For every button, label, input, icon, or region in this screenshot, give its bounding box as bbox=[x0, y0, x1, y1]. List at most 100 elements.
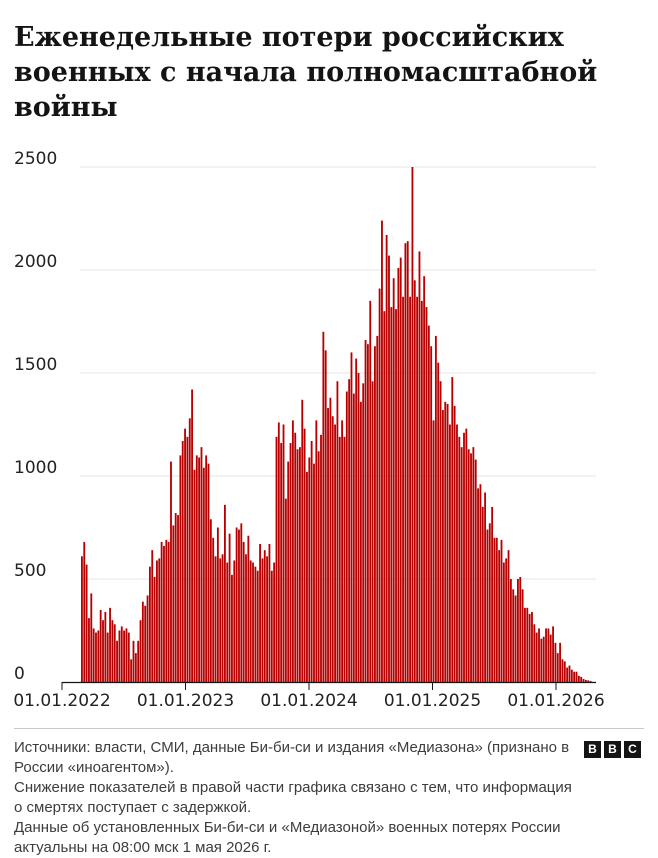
footer-notes: Источники: власти, СМИ, данные Би-би-си … bbox=[14, 738, 574, 858]
bar bbox=[275, 436, 278, 682]
bar bbox=[289, 443, 292, 682]
bar bbox=[505, 558, 508, 682]
bar bbox=[308, 457, 311, 682]
x-tick-label: 01.01.2024 bbox=[260, 691, 357, 711]
y-tick-label: 2000 bbox=[14, 252, 57, 272]
bar bbox=[266, 556, 269, 682]
bar bbox=[90, 593, 93, 682]
bar bbox=[427, 325, 430, 682]
bar bbox=[104, 611, 107, 682]
bar bbox=[92, 628, 95, 682]
bar bbox=[123, 630, 126, 682]
bar bbox=[352, 393, 355, 682]
bar bbox=[493, 537, 496, 682]
bar bbox=[481, 506, 484, 682]
bar bbox=[531, 611, 533, 682]
bar bbox=[388, 255, 390, 682]
bar bbox=[580, 676, 583, 682]
bar bbox=[402, 296, 404, 682]
bar bbox=[507, 550, 510, 682]
bar bbox=[85, 564, 88, 682]
bar bbox=[284, 498, 287, 682]
y-tick-label: 2500 bbox=[14, 150, 57, 169]
bar bbox=[195, 455, 198, 682]
bar bbox=[97, 630, 100, 682]
bar bbox=[474, 459, 477, 682]
bar bbox=[259, 543, 261, 682]
bar bbox=[216, 527, 219, 682]
bar bbox=[299, 447, 301, 682]
bar bbox=[294, 432, 297, 682]
bar bbox=[306, 471, 308, 682]
bar bbox=[577, 675, 580, 682]
bar bbox=[181, 440, 184, 682]
bar bbox=[561, 659, 564, 682]
bar bbox=[345, 391, 348, 682]
bar bbox=[277, 422, 280, 682]
x-tick-label: 01.01.2026 bbox=[507, 691, 604, 711]
bar bbox=[254, 566, 257, 682]
bar bbox=[418, 251, 421, 682]
bar bbox=[200, 447, 203, 682]
bar bbox=[191, 389, 194, 682]
y-tick-label: 1000 bbox=[14, 458, 57, 478]
bar bbox=[559, 642, 562, 682]
bar bbox=[151, 550, 154, 682]
bar bbox=[409, 296, 412, 682]
bar bbox=[228, 533, 231, 682]
bar bbox=[231, 574, 233, 682]
bar bbox=[573, 671, 576, 682]
bar bbox=[535, 632, 538, 682]
bar bbox=[458, 436, 461, 682]
bar bbox=[467, 449, 470, 682]
bar bbox=[491, 506, 494, 682]
bar bbox=[111, 620, 114, 682]
y-tick-label: 500 bbox=[14, 561, 46, 581]
bar bbox=[95, 632, 97, 682]
bar bbox=[99, 609, 102, 682]
bar bbox=[587, 680, 590, 682]
bar bbox=[538, 628, 540, 682]
bar bbox=[545, 628, 547, 682]
bar bbox=[245, 554, 247, 682]
bar bbox=[127, 632, 130, 682]
bar bbox=[453, 405, 456, 682]
bar bbox=[413, 280, 416, 682]
bar bbox=[221, 554, 224, 682]
bar bbox=[158, 558, 161, 682]
bar bbox=[563, 661, 566, 682]
y-tick-label: 0 bbox=[14, 664, 25, 684]
bar bbox=[395, 309, 397, 682]
y-tick-label: 1500 bbox=[14, 355, 57, 375]
bar bbox=[432, 420, 435, 682]
bar bbox=[291, 420, 294, 682]
bar bbox=[287, 461, 290, 682]
bar bbox=[411, 167, 414, 682]
bar bbox=[519, 576, 522, 682]
bar bbox=[348, 379, 351, 682]
bar bbox=[477, 488, 479, 682]
bar bbox=[153, 576, 156, 682]
delay-note: Снижение показателей в правой части граф… bbox=[14, 779, 572, 816]
bar bbox=[383, 311, 386, 682]
bar bbox=[425, 307, 428, 682]
bar bbox=[502, 562, 505, 682]
bar bbox=[528, 614, 531, 682]
bar bbox=[582, 678, 585, 682]
bar bbox=[186, 436, 189, 682]
bar bbox=[233, 560, 236, 682]
bar bbox=[521, 589, 524, 682]
bar bbox=[219, 558, 222, 682]
bar bbox=[385, 234, 388, 682]
bar bbox=[343, 436, 346, 682]
bar bbox=[207, 463, 210, 682]
bar bbox=[303, 428, 306, 682]
bar bbox=[350, 352, 353, 682]
bar bbox=[144, 605, 147, 682]
bar bbox=[554, 642, 557, 682]
bar bbox=[336, 381, 339, 682]
bar bbox=[359, 401, 362, 682]
bar bbox=[212, 537, 215, 682]
bar bbox=[148, 566, 151, 682]
bar bbox=[320, 434, 322, 682]
